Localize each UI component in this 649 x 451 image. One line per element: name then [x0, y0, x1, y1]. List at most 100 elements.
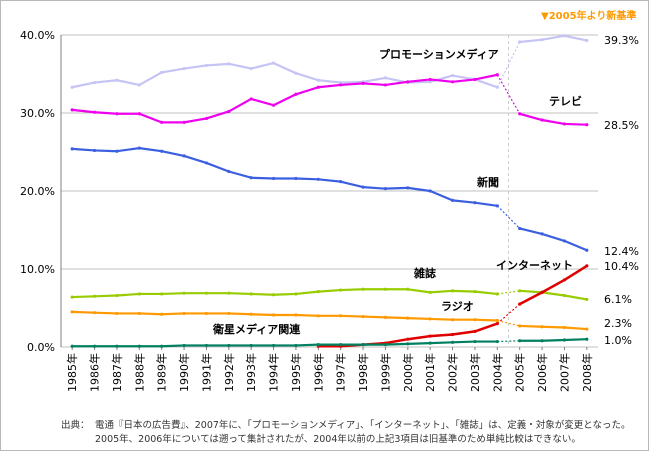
data-point — [450, 73, 455, 78]
data-point — [473, 290, 477, 294]
data-point — [495, 292, 499, 296]
x-tick-label: 1990年 — [177, 353, 191, 392]
data-point — [227, 169, 231, 174]
data-point — [540, 325, 544, 329]
data-point — [182, 120, 186, 124]
data-point — [70, 147, 74, 151]
x-tick-label: 2005年 — [513, 353, 527, 392]
data-point — [182, 291, 186, 295]
data-point — [115, 78, 119, 82]
data-point — [70, 108, 74, 112]
data-point — [249, 343, 253, 348]
data-point — [406, 316, 410, 320]
data-point — [450, 289, 455, 293]
series-line-from-2005 — [519, 338, 587, 342]
series-6 — [70, 337, 589, 348]
data-point — [227, 311, 231, 316]
series-line-before-2005 — [72, 340, 498, 348]
data-point — [585, 264, 589, 268]
data-point — [473, 201, 477, 205]
x-tick-label: 1997年 — [334, 353, 348, 392]
data-point — [383, 287, 388, 291]
end-label-internet: 10.4% — [604, 260, 639, 273]
data-point — [92, 311, 97, 315]
data-point — [115, 293, 119, 298]
data-point — [562, 34, 567, 38]
end-label-magazine: 6.1% — [604, 293, 632, 306]
data-point — [271, 61, 276, 65]
series-line-from-2005 — [519, 227, 588, 252]
end-label-newspaper: 12.4% — [604, 245, 639, 258]
data-point — [115, 112, 119, 116]
data-point — [137, 344, 141, 348]
x-tick-label: 1987年 — [110, 353, 124, 392]
x-tick-label: 1986年 — [88, 353, 102, 392]
data-point — [473, 329, 477, 333]
data-point — [383, 315, 388, 319]
data-point — [92, 80, 97, 85]
end-label-tv: 28.5% — [604, 119, 639, 132]
data-point — [271, 343, 276, 348]
series-line-before-2005 — [72, 288, 498, 299]
data-point — [518, 226, 522, 231]
data-point — [294, 313, 298, 317]
data-point — [249, 66, 253, 71]
data-point — [406, 186, 410, 190]
data-point — [316, 343, 320, 347]
new-standard-note: ▼2005年より新基準 — [541, 9, 636, 22]
series-label-magazine: 雑誌 — [413, 266, 436, 280]
data-point — [316, 85, 320, 89]
data-point — [204, 343, 209, 348]
data-point — [383, 83, 388, 87]
data-point — [92, 110, 97, 114]
data-point — [339, 343, 343, 347]
data-point — [495, 204, 499, 208]
x-tick-label: 2008年 — [580, 353, 594, 392]
series-5 — [70, 310, 589, 331]
footnote-line-2: 2005年、2006年については遡って集計されたが、2004年以前の上記3項目は… — [95, 433, 581, 445]
data-point — [428, 80, 432, 84]
data-point — [294, 92, 298, 96]
data-point — [428, 341, 432, 345]
series-0 — [70, 34, 589, 89]
data-point — [115, 311, 119, 316]
data-point — [450, 198, 455, 202]
data-point — [70, 344, 74, 348]
data-point — [294, 343, 298, 348]
data-point — [473, 318, 477, 322]
data-point — [316, 290, 320, 294]
data-point — [227, 109, 231, 114]
data-point — [428, 290, 432, 294]
data-point — [70, 295, 74, 299]
x-tick-label: 1992年 — [222, 353, 236, 392]
data-point — [406, 337, 410, 341]
series-break-connector — [496, 303, 521, 325]
y-axis: 0.0% 10.0% 20.0% 30.0% 40.0% — [20, 29, 55, 354]
data-point — [137, 112, 141, 116]
data-point — [518, 339, 522, 343]
data-point — [428, 77, 432, 82]
data-point — [271, 176, 276, 181]
series-label-satellite: 衛星メディア関連 — [212, 322, 301, 336]
data-point — [540, 290, 544, 294]
data-point — [160, 120, 164, 124]
data-point — [406, 342, 410, 346]
data-point — [450, 340, 455, 344]
series — [70, 34, 589, 348]
data-point — [160, 70, 164, 75]
data-point — [562, 325, 567, 330]
y-tick-label: 10.0% — [20, 263, 55, 276]
series-break-connector — [496, 74, 521, 115]
data-point — [361, 185, 365, 189]
data-point — [204, 161, 209, 165]
x-tick-label: 1996年 — [311, 353, 325, 392]
data-point — [518, 302, 522, 306]
data-point — [137, 146, 141, 150]
data-point — [495, 322, 499, 326]
x-tick-label: 2006年 — [535, 353, 549, 392]
series-line-from-2005 — [519, 324, 587, 331]
data-point — [249, 97, 253, 101]
data-point — [562, 338, 567, 342]
data-point — [271, 103, 276, 107]
